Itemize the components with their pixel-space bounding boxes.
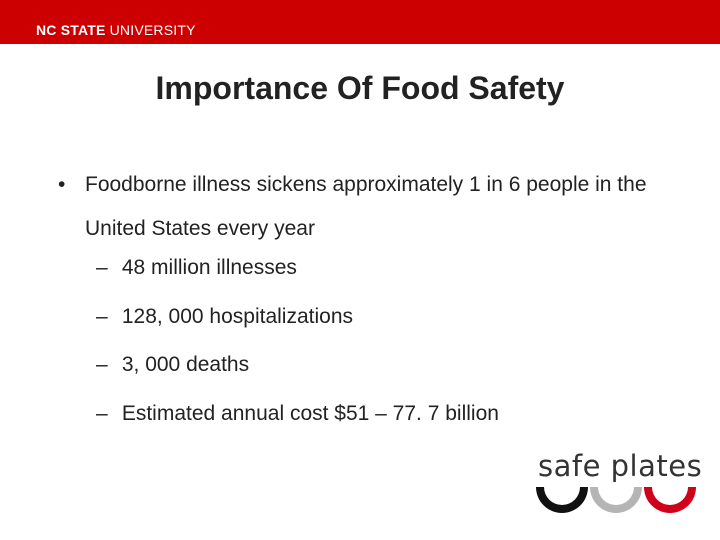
bullet-marker: • — [58, 173, 66, 196]
dash-marker: – — [96, 353, 108, 376]
plate-red — [644, 487, 696, 513]
safe-plates-logo: safe plates — [534, 449, 702, 519]
sub-bullet-text: 3, 000 deaths — [121, 353, 250, 376]
sub-bullet-item: – 128, 000 hospitalizations — [96, 301, 499, 350]
sub-bullet-list: – 48 million illnesses – 128, 000 hospit… — [96, 252, 499, 446]
slide-title: Importance Of Food Safety — [155, 70, 565, 106]
plate-grey — [590, 487, 642, 513]
plate-black — [536, 487, 588, 513]
dash-marker: – — [96, 304, 108, 328]
dash-marker: – — [96, 256, 108, 279]
main-bullet-text: Foodborne illness sickens approximately … — [85, 173, 647, 240]
plates-icon — [536, 487, 696, 513]
wordmark-light: UNIVERSITY — [105, 22, 196, 38]
sub-bullet-text: 128, 000 hospitalizations — [121, 304, 354, 328]
sub-bullet-text: Estimated annual cost $51 – 77. 7 billio… — [121, 401, 499, 425]
university-wordmark: NC STATE UNIVERSITY — [36, 22, 196, 38]
dash-marker: – — [96, 401, 108, 425]
logo-wordmark: safe plates — [538, 449, 703, 483]
sub-bullet-item: – 48 million illnesses — [96, 252, 499, 301]
sub-bullet-text: 48 million illnesses — [121, 256, 297, 279]
wordmark-bold: NC STATE — [36, 22, 106, 38]
sub-bullet-item: – Estimated annual cost $51 – 77. 7 bill… — [96, 398, 499, 447]
main-bullet: • Foodborne illness sickens approximatel… — [58, 163, 678, 251]
university-header-bar: NC STATE UNIVERSITY — [0, 0, 720, 44]
sub-bullet-item: – 3, 000 deaths — [96, 349, 499, 398]
